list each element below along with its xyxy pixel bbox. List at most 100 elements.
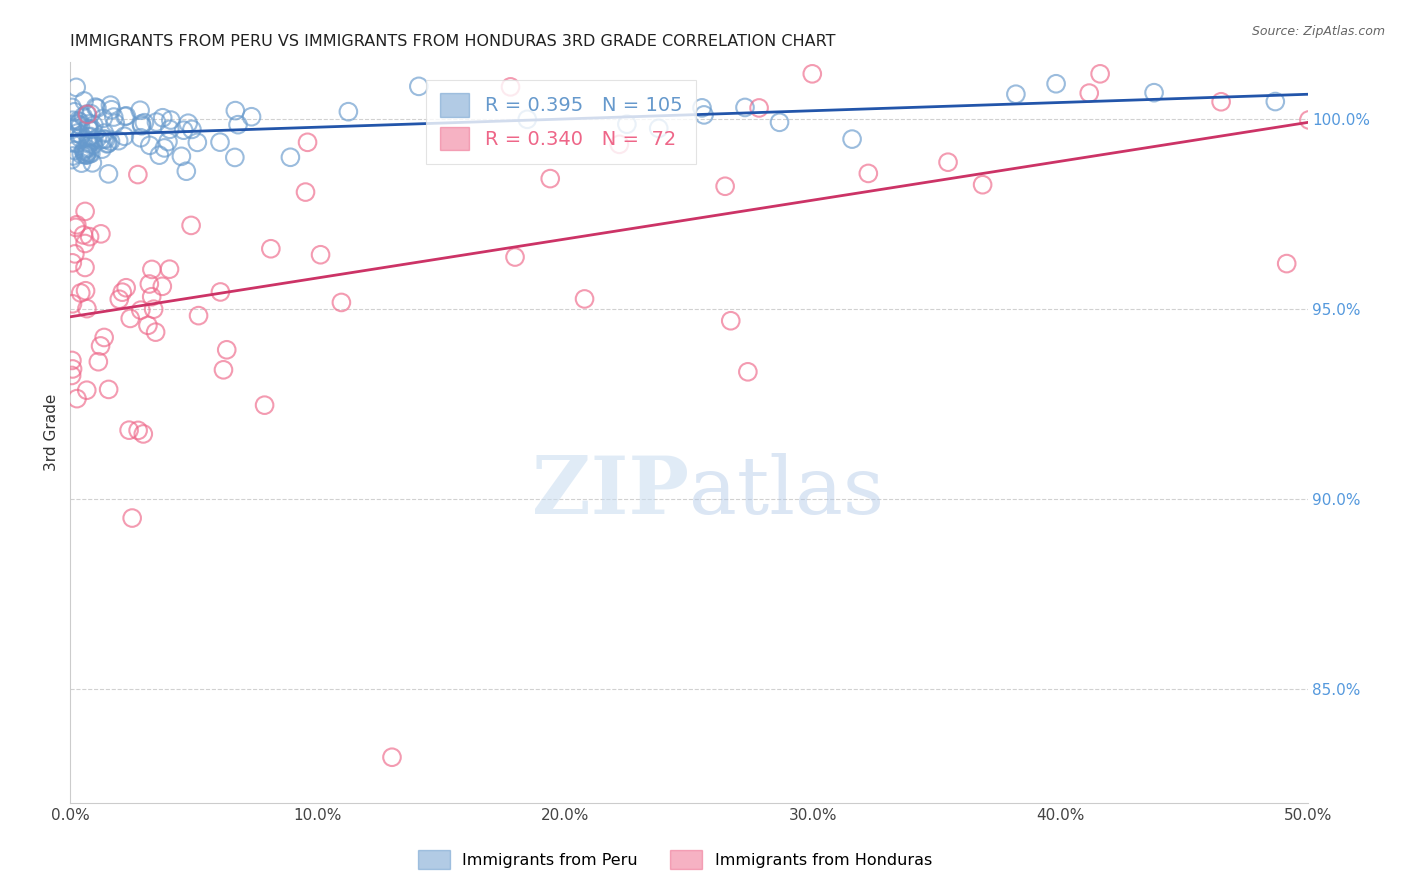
Point	[75, 148, 97, 162]
Point	[208, 135, 231, 149]
Y-axis label: 3rd Grade: 3rd Grade	[44, 394, 59, 471]
Point	[226, 118, 249, 132]
Point	[159, 122, 181, 136]
Point	[70, 156, 93, 170]
Point	[1264, 95, 1286, 109]
Point	[180, 219, 202, 233]
Point	[63, 144, 86, 158]
Point	[62, 362, 84, 376]
Point	[129, 103, 152, 118]
Point	[90, 339, 112, 353]
Point	[69, 119, 91, 133]
Point	[240, 110, 263, 124]
Point	[186, 136, 208, 150]
Point	[173, 123, 195, 137]
Point	[145, 115, 167, 129]
Point	[60, 100, 83, 114]
Point	[62, 113, 84, 128]
Point	[79, 122, 101, 136]
Point	[77, 136, 100, 151]
Point	[260, 242, 283, 256]
Point	[381, 750, 404, 764]
Point	[138, 277, 160, 291]
Point	[134, 116, 156, 130]
Point	[63, 247, 86, 261]
Point	[972, 178, 994, 192]
Point	[136, 318, 159, 333]
Point	[65, 80, 87, 95]
Point	[1088, 67, 1111, 81]
Point	[77, 129, 100, 144]
Point	[120, 311, 142, 326]
Point	[82, 137, 104, 152]
Point	[114, 109, 136, 123]
Point	[1078, 86, 1101, 100]
Point	[97, 136, 120, 151]
Point	[690, 101, 713, 115]
Point	[107, 134, 129, 148]
Point	[80, 146, 103, 161]
Point	[115, 281, 138, 295]
Point	[648, 121, 671, 136]
Point	[72, 110, 94, 124]
Point	[1275, 257, 1298, 271]
Point	[330, 295, 353, 310]
Point	[76, 301, 98, 316]
Point	[297, 136, 319, 150]
Point	[60, 368, 83, 383]
Point	[90, 227, 112, 241]
Point	[70, 147, 93, 161]
Point	[96, 136, 118, 151]
Point	[76, 107, 98, 121]
Point	[66, 136, 89, 151]
Point	[82, 156, 104, 170]
Point	[616, 117, 638, 131]
Point	[499, 79, 522, 94]
Point	[66, 218, 89, 232]
Point	[103, 110, 125, 124]
Point	[118, 423, 141, 437]
Point	[93, 126, 115, 140]
Point	[129, 303, 152, 318]
Point	[100, 98, 122, 112]
Point	[73, 147, 96, 161]
Point	[141, 290, 163, 304]
Point	[858, 166, 880, 180]
Point	[1209, 95, 1232, 109]
Point	[76, 383, 98, 397]
Point	[67, 113, 90, 128]
Text: Source: ZipAtlas.com: Source: ZipAtlas.com	[1251, 25, 1385, 38]
Point	[87, 355, 110, 369]
Point	[152, 111, 174, 125]
Point	[80, 106, 103, 120]
Point	[153, 141, 176, 155]
Point	[1045, 77, 1067, 91]
Point	[294, 185, 316, 199]
Point	[187, 309, 209, 323]
Point	[100, 103, 122, 117]
Point	[131, 117, 153, 131]
Point	[538, 171, 561, 186]
Point	[104, 116, 127, 130]
Point	[75, 284, 97, 298]
Point	[337, 104, 360, 119]
Point	[73, 143, 96, 157]
Point	[100, 134, 122, 148]
Point	[77, 121, 100, 136]
Point	[127, 168, 149, 182]
Point	[734, 100, 756, 114]
Point	[159, 113, 181, 128]
Point	[503, 250, 526, 264]
Point	[720, 314, 742, 328]
Point	[801, 67, 824, 81]
Point	[94, 132, 117, 146]
Point	[91, 142, 114, 156]
Point	[574, 292, 596, 306]
Legend: Immigrants from Peru, Immigrants from Honduras: Immigrants from Peru, Immigrants from Ho…	[412, 844, 938, 875]
Point	[177, 116, 200, 130]
Point	[62, 297, 84, 311]
Point	[62, 120, 84, 135]
Point	[91, 112, 114, 126]
Point	[150, 279, 173, 293]
Point	[108, 292, 131, 306]
